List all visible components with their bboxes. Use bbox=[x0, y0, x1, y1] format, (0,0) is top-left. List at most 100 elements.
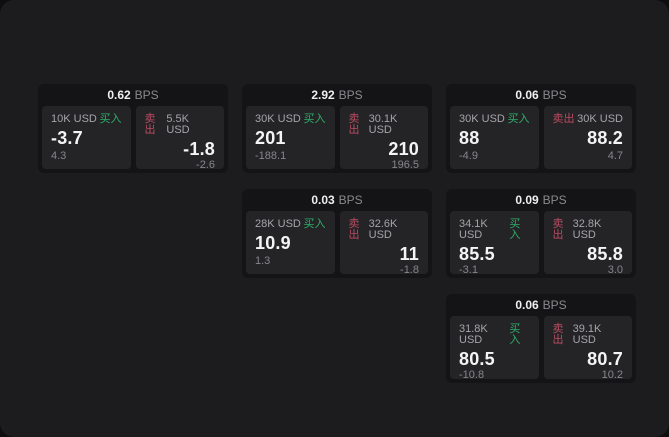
buy-label: 买入 bbox=[509, 218, 521, 241]
buy-sub-value: -3.1 bbox=[459, 263, 478, 276]
bps-unit-label: BPS bbox=[338, 193, 363, 207]
buy-panel[interactable]: 34.1K USD 买入 85.5 -3.1 bbox=[450, 211, 539, 276]
quote-card: 0.06 BPS 30K USD 买入 88 -4.9 卖出 30K USD bbox=[446, 84, 636, 173]
sell-label: 卖出 bbox=[552, 323, 564, 346]
quote-panels: 31.8K USD 买入 80.5 -10.8 卖出 39.1K USD 80.… bbox=[450, 316, 632, 381]
quote-panels: 10K USD 买入 -3.7 4.3 卖出 5.5K USD -1.8 -2.… bbox=[42, 106, 224, 171]
bps-unit-label: BPS bbox=[134, 88, 159, 102]
sell-label-row: 卖出 32.8K USD bbox=[553, 219, 624, 241]
sell-sub-value: 4.7 bbox=[607, 150, 623, 162]
sell-amount: 30K USD bbox=[577, 113, 623, 125]
quote-card: 2.92 BPS 30K USD 买入 201 -188.1 卖出 30.1K … bbox=[242, 84, 432, 173]
buy-sub-value: -4.9 bbox=[459, 150, 478, 162]
buy-label: 买入 bbox=[303, 218, 326, 230]
sell-price: 210 bbox=[388, 139, 419, 159]
bps-unit-label: BPS bbox=[542, 298, 567, 312]
buy-amount: 28K USD bbox=[255, 218, 301, 230]
sell-label: 卖出 bbox=[348, 113, 360, 136]
sell-sub-value: 3.0 bbox=[607, 263, 623, 276]
bps-unit-label: BPS bbox=[542, 88, 567, 102]
bps-header: 2.92 BPS bbox=[246, 84, 428, 106]
sell-amount: 5.5K USD bbox=[166, 113, 190, 136]
buy-price: 10.9 bbox=[255, 233, 291, 253]
sell-sub-value: -1.8 bbox=[400, 263, 419, 276]
bps-value: 0.06 bbox=[515, 298, 539, 312]
sell-amount: 32.6K USD bbox=[368, 218, 398, 241]
sell-label: 卖出 bbox=[348, 218, 360, 241]
sell-label: 卖出 bbox=[552, 218, 564, 241]
sell-sub-value: 196.5 bbox=[391, 158, 419, 171]
sell-amount: 39.1K USD bbox=[572, 323, 602, 346]
bps-header: 0.06 BPS bbox=[450, 84, 632, 106]
sell-sub-value: 10.2 bbox=[601, 368, 623, 381]
buy-label: 买入 bbox=[99, 113, 122, 125]
buy-panel[interactable]: 10K USD 买入 -3.7 4.3 bbox=[42, 106, 131, 169]
bps-value: 0.03 bbox=[311, 193, 335, 207]
buy-label-row: 30K USD 买入 bbox=[255, 114, 326, 125]
bps-value: 2.92 bbox=[311, 88, 335, 102]
bps-unit-label: BPS bbox=[542, 193, 567, 207]
quote-panels: 28K USD 买入 10.9 1.3 卖出 32.6K USD 11 -1.8 bbox=[246, 211, 428, 276]
sell-panel[interactable]: 卖出 39.1K USD 80.7 10.2 bbox=[543, 316, 632, 381]
sell-label-row: 卖出 30.1K USD bbox=[349, 114, 420, 136]
sell-panel[interactable]: 卖出 30K USD 88.2 4.7 bbox=[543, 106, 632, 169]
buy-amount: 10K USD bbox=[51, 113, 97, 125]
bps-value: 0.09 bbox=[515, 193, 539, 207]
buy-label-row: 10K USD 买入 bbox=[51, 114, 122, 125]
bps-header: 0.62 BPS bbox=[42, 84, 224, 106]
buy-price: 85.5 bbox=[459, 244, 495, 264]
sell-label: 卖出 bbox=[144, 113, 156, 136]
buy-label-row: 31.8K USD 买入 bbox=[459, 324, 530, 346]
quote-cards-grid: 0.62 BPS 10K USD 买入 -3.7 4.3 卖出 5.5K USD bbox=[38, 84, 636, 383]
sell-label-row: 卖出 30K USD bbox=[553, 114, 624, 125]
buy-panel[interactable]: 30K USD 买入 88 -4.9 bbox=[450, 106, 539, 169]
quote-card: 0.62 BPS 10K USD 买入 -3.7 4.3 卖出 5.5K USD bbox=[38, 84, 228, 173]
buy-amount: 34.1K USD bbox=[459, 218, 488, 241]
sell-price: 11 bbox=[399, 244, 419, 264]
sell-price: -1.8 bbox=[183, 139, 215, 159]
quote-panels: 34.1K USD 买入 85.5 -3.1 卖出 32.8K USD 85.8… bbox=[450, 211, 632, 276]
sell-amount: 30.1K USD bbox=[368, 113, 398, 136]
buy-label-row: 30K USD 买入 bbox=[459, 114, 530, 125]
sell-label-row: 卖出 32.6K USD bbox=[349, 219, 420, 241]
bps-header: 0.06 BPS bbox=[450, 294, 632, 316]
buy-panel[interactable]: 31.8K USD 买入 80.5 -10.8 bbox=[450, 316, 539, 381]
buy-label: 买入 bbox=[303, 113, 326, 125]
sell-price: 88.2 bbox=[587, 128, 623, 148]
bps-header: 0.09 BPS bbox=[450, 189, 632, 211]
buy-price: 88 bbox=[459, 128, 480, 148]
quote-card: 0.03 BPS 28K USD 买入 10.9 1.3 卖出 32.6K US… bbox=[242, 189, 432, 278]
buy-panel[interactable]: 28K USD 买入 10.9 1.3 bbox=[246, 211, 335, 274]
bps-value: 0.62 bbox=[107, 88, 131, 102]
sell-label-row: 卖出 5.5K USD bbox=[145, 114, 216, 136]
bps-value: 0.06 bbox=[515, 88, 539, 102]
sell-panel[interactable]: 卖出 5.5K USD -1.8 -2.6 bbox=[135, 106, 224, 171]
quote-card: 0.06 BPS 31.8K USD 买入 80.5 -10.8 卖出 39.1… bbox=[446, 294, 636, 383]
quote-panels: 30K USD 买入 201 -188.1 卖出 30.1K USD 210 1… bbox=[246, 106, 428, 171]
buy-sub-value: 4.3 bbox=[51, 150, 67, 162]
sell-label-row: 卖出 39.1K USD bbox=[553, 324, 624, 346]
sell-panel[interactable]: 卖出 32.8K USD 85.8 3.0 bbox=[543, 211, 632, 276]
buy-label: 买入 bbox=[507, 113, 530, 125]
buy-panel[interactable]: 30K USD 买入 201 -188.1 bbox=[246, 106, 335, 169]
sell-panel[interactable]: 卖出 30.1K USD 210 196.5 bbox=[339, 106, 428, 171]
sell-label: 卖出 bbox=[552, 113, 575, 125]
buy-label: 买入 bbox=[509, 323, 521, 346]
buy-price: 201 bbox=[255, 128, 286, 148]
sell-sub-value: -2.6 bbox=[196, 158, 215, 171]
sell-amount: 32.8K USD bbox=[572, 218, 602, 241]
buy-label-row: 34.1K USD 买入 bbox=[459, 219, 530, 241]
buy-label-row: 28K USD 买入 bbox=[255, 219, 326, 230]
buy-amount: 31.8K USD bbox=[459, 323, 488, 346]
bps-unit-label: BPS bbox=[338, 88, 363, 102]
bps-header: 0.03 BPS bbox=[246, 189, 428, 211]
sell-panel[interactable]: 卖出 32.6K USD 11 -1.8 bbox=[339, 211, 428, 276]
buy-sub-value: -188.1 bbox=[255, 150, 287, 162]
quote-card: 0.09 BPS 34.1K USD 买入 85.5 -3.1 卖出 32.8K… bbox=[446, 189, 636, 278]
buy-price: -3.7 bbox=[51, 128, 83, 148]
buy-price: 80.5 bbox=[459, 349, 495, 369]
buy-amount: 30K USD bbox=[459, 113, 505, 125]
quote-panels: 30K USD 买入 88 -4.9 卖出 30K USD 88.2 4.7 bbox=[450, 106, 632, 169]
buy-sub-value: -10.8 bbox=[459, 368, 485, 381]
